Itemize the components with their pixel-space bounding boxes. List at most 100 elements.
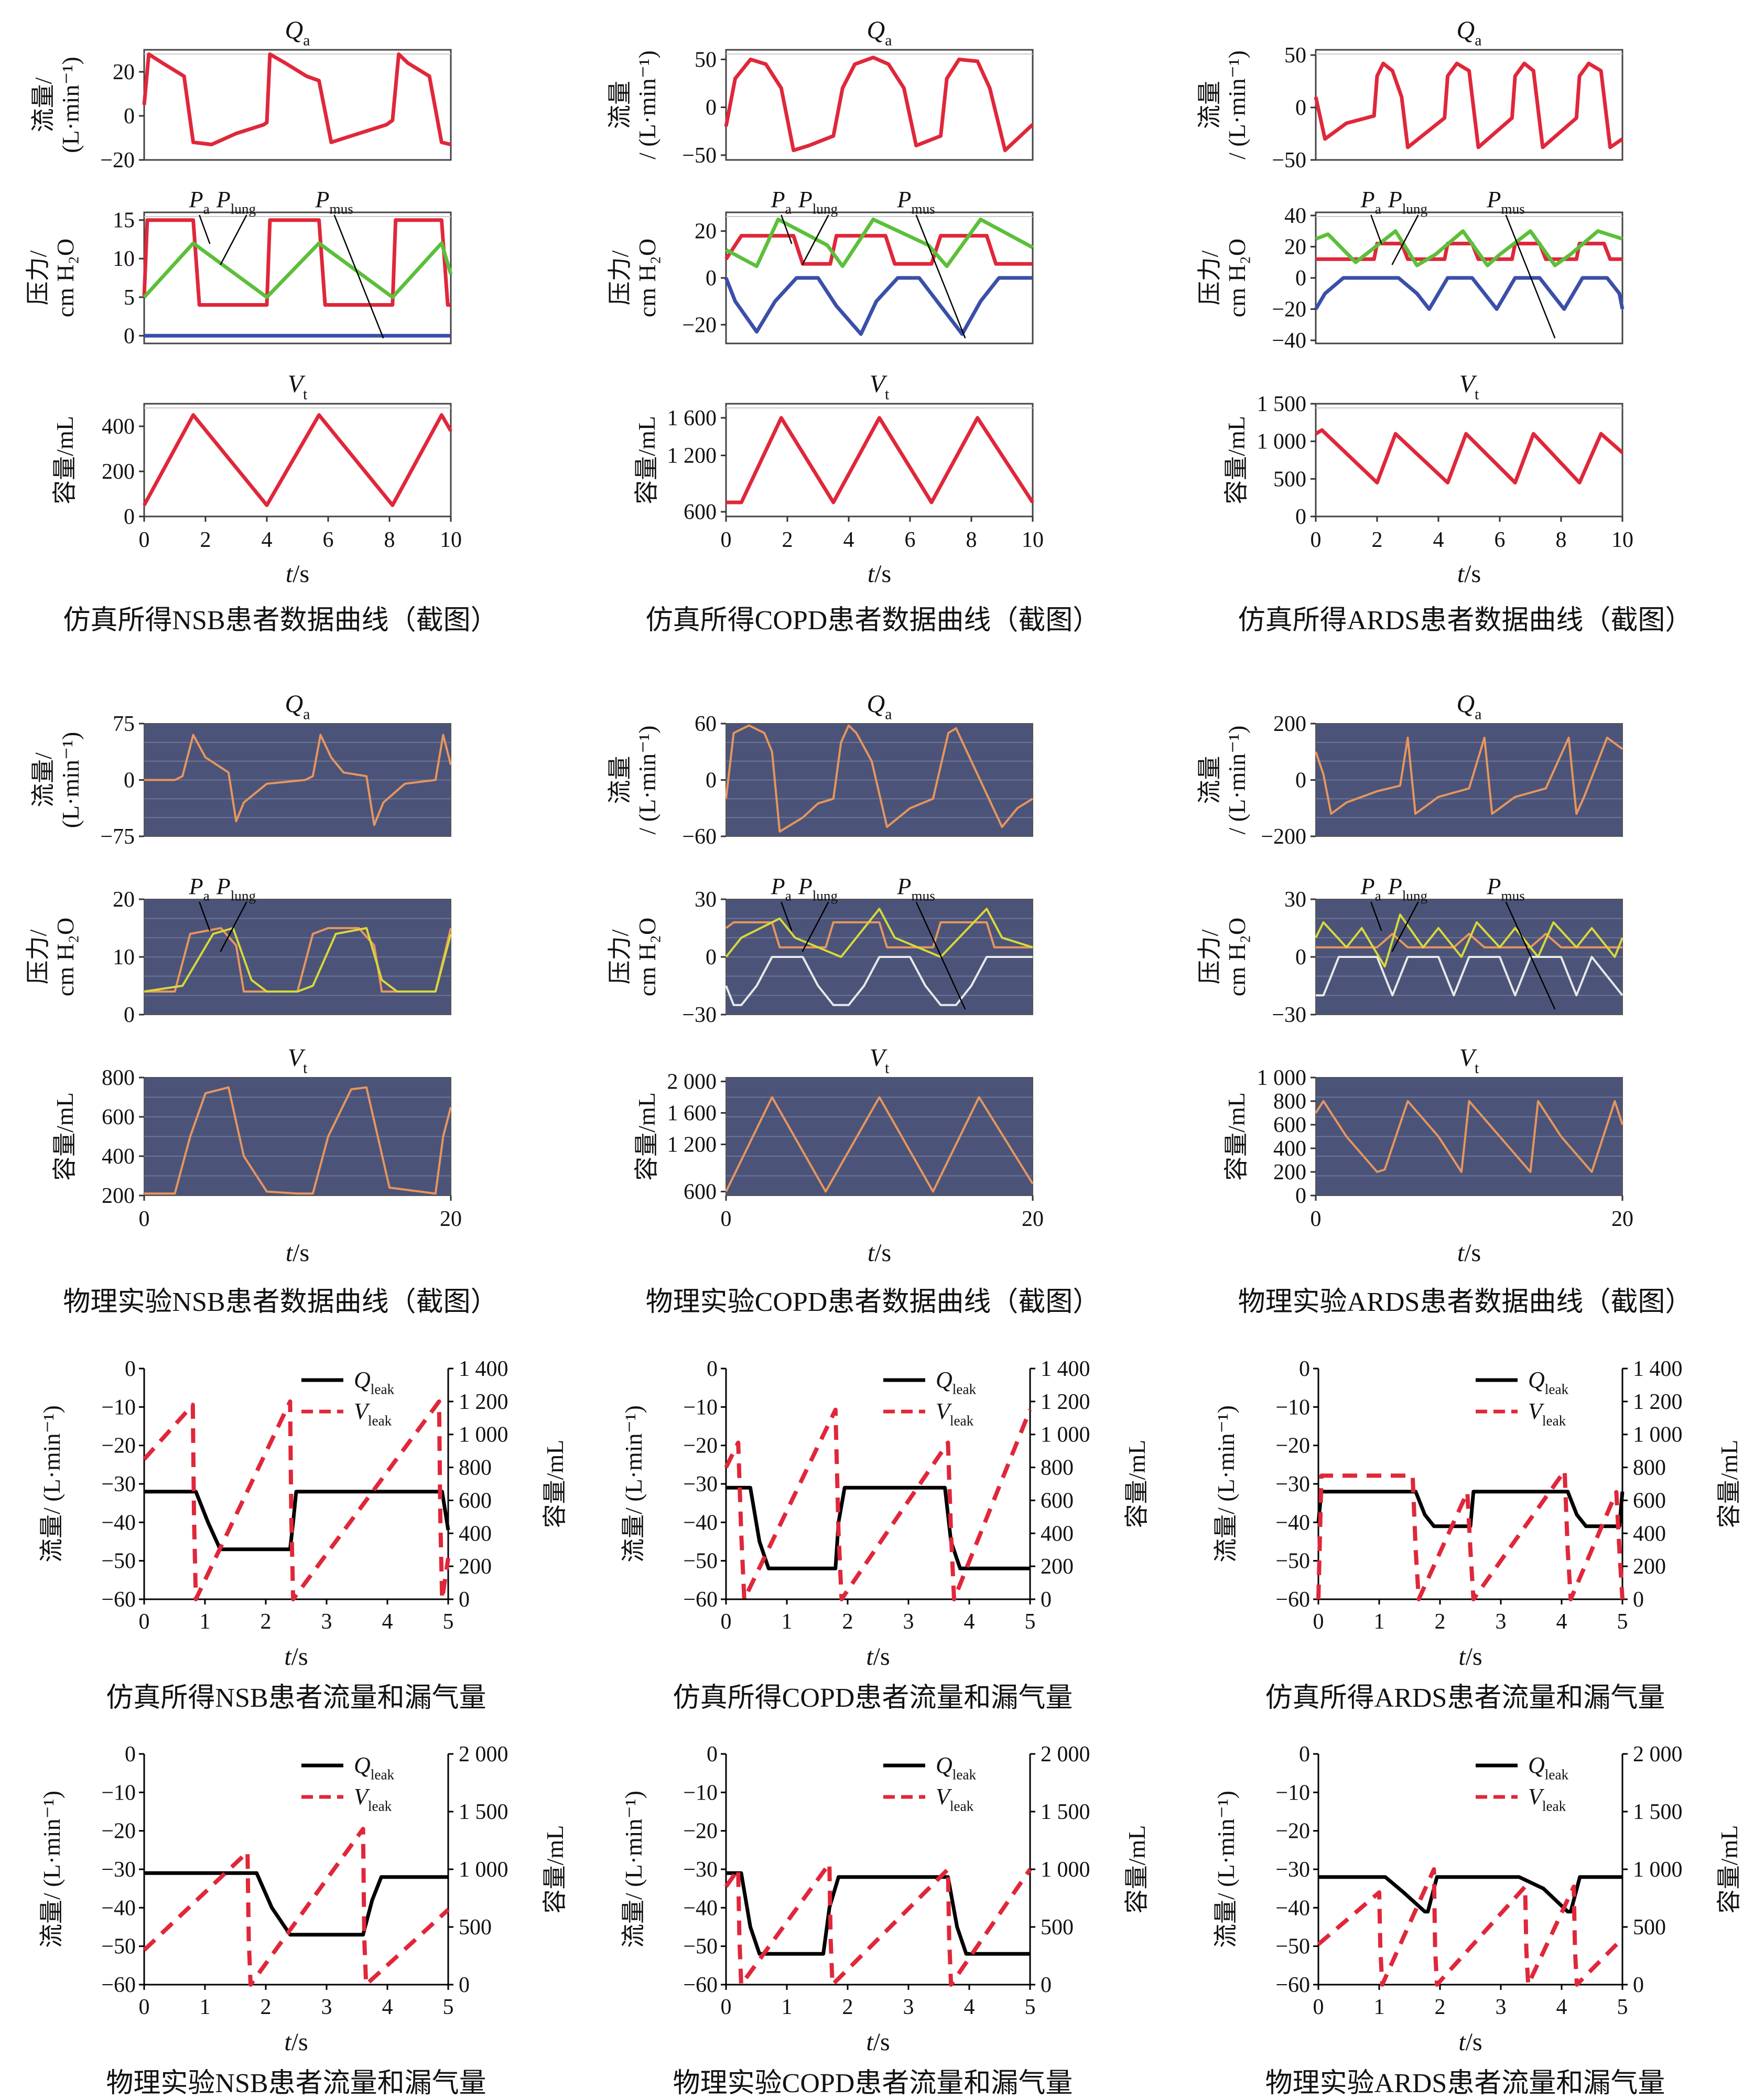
sim-COPD-panel: 20 0 −20 bbox=[682, 211, 1034, 344]
y2-tick-label: 1 000 bbox=[1633, 1423, 1683, 1447]
y-tick-label: 0 bbox=[707, 1357, 718, 1381]
flow-leak-label: 流量/ (L·min⁻¹) bbox=[38, 1405, 65, 1563]
sim-NSB-volume-label: 容量/mL bbox=[51, 416, 78, 504]
x-tick-label: 3 bbox=[1496, 1995, 1507, 2019]
sim-COPD-flow-label: 流量 / (L·min⁻¹) bbox=[607, 50, 661, 159]
x-tick-label: 0 bbox=[139, 1610, 150, 1634]
y-tick-label: 10 bbox=[113, 247, 135, 271]
legend-vleak-label: Vleak bbox=[936, 1784, 974, 1814]
y-tick-label: 0 bbox=[125, 1357, 136, 1381]
pa-annotation: Pa bbox=[189, 187, 210, 217]
y-tick-label: 0 bbox=[706, 945, 717, 970]
plung-annotation: Plung bbox=[216, 187, 256, 217]
panel-frame bbox=[143, 211, 452, 344]
caption-sim-ards: 仿真所得ARDS患者数据曲线（截图） bbox=[1238, 606, 1693, 636]
sim-NSB-panel: 20 0 −20 Qa bbox=[100, 16, 452, 173]
x-tick-label: 6 bbox=[905, 528, 916, 552]
y-tick-label: −20 bbox=[101, 1434, 136, 1458]
y2-tick-label: 400 bbox=[459, 1522, 492, 1546]
y-tick-label: −40 bbox=[101, 1896, 136, 1920]
pmus-arrow bbox=[915, 901, 966, 1010]
y2-tick-label: 1 200 bbox=[1633, 1390, 1683, 1414]
sim-NSB-panel: 15 10 5 0 bbox=[113, 209, 453, 348]
y-tick-label: 800 bbox=[102, 1066, 135, 1090]
time-label: t/s bbox=[1458, 1643, 1482, 1671]
y-tick-label: −30 bbox=[1275, 1472, 1310, 1496]
sim-COPD-flow-label-line: / (L·min⁻¹) bbox=[634, 50, 661, 159]
x-tick-label: 5 bbox=[443, 1610, 454, 1634]
x-tick-label: 1 bbox=[200, 1995, 211, 2019]
exp-NSB-panel: 75 0 −75 Qa bbox=[100, 690, 452, 849]
y-tick-label: 0 bbox=[1299, 1357, 1310, 1381]
exp-COPD-flow-label-line: / (L·min⁻¹) bbox=[634, 726, 661, 835]
x-tick-label: 20 bbox=[1611, 1207, 1633, 1231]
volume-leak-label-line: 容量/mL bbox=[1716, 1440, 1742, 1528]
exp-COPD-time-label: t/s bbox=[868, 1239, 891, 1267]
x-tick-label: 2 bbox=[782, 528, 793, 552]
exp-NSB-time-label: t/s bbox=[286, 1239, 309, 1267]
pa-arrow bbox=[1370, 901, 1382, 931]
y-tick-label: 0 bbox=[706, 769, 717, 793]
y-tick-label: −40 bbox=[1272, 329, 1306, 353]
pa-annotation: Pa bbox=[771, 187, 792, 217]
y2-tick-label: 800 bbox=[1633, 1456, 1666, 1480]
x-tick-label: 4 bbox=[1556, 1610, 1567, 1634]
series-qleak-line bbox=[1318, 1875, 1622, 1914]
y2-tick-label: 1 400 bbox=[1041, 1357, 1090, 1381]
time-label: t/s bbox=[866, 2028, 890, 2056]
y-tick-label: −60 bbox=[101, 1588, 136, 1612]
legend-qleak-label: Qleak bbox=[936, 1367, 977, 1397]
sim-ARDS-flow-label-line: 流量 bbox=[1196, 81, 1223, 129]
x-tick-label: 4 bbox=[262, 528, 273, 552]
exp-NSB-pressure-label-line: 压力/ bbox=[25, 929, 51, 984]
y-tick-label: −40 bbox=[1275, 1896, 1310, 1920]
series-qleak-line bbox=[726, 1871, 1030, 1956]
x-tick-label: 2 bbox=[261, 1995, 272, 2019]
y-tick-label: −30 bbox=[683, 1858, 718, 1882]
y-tick-label: 0 bbox=[124, 505, 135, 529]
flow-leak-label: 流量/ (L·min⁻¹) bbox=[38, 1791, 65, 1948]
pa-annotation: Pa bbox=[189, 874, 210, 903]
series-plung-line bbox=[1315, 229, 1623, 267]
y-tick-label: 400 bbox=[102, 415, 135, 439]
y2-tick-label: 500 bbox=[1041, 1915, 1074, 1940]
series-qleak-line bbox=[1316, 1490, 1625, 1528]
exp-NSB-panel: 20 10 0 bbox=[113, 888, 452, 1027]
x-tick-label: 0 bbox=[139, 1207, 150, 1231]
pmus-arrow bbox=[1505, 901, 1556, 1010]
series-vleak-line bbox=[724, 1407, 1032, 1601]
caption-expleak-ards: 物理实验ARDS患者流量和漏气量 bbox=[1265, 2069, 1665, 2098]
y-tick-label: −60 bbox=[683, 1588, 718, 1612]
sim-ARDS-volume-label-line: 容量/mL bbox=[1223, 416, 1250, 504]
series-vleak-line bbox=[1316, 1468, 1625, 1601]
time-label: t/s bbox=[1458, 2028, 1482, 2056]
exp-COPD-pressure-label-line: 压力/ bbox=[607, 929, 633, 984]
sim-NSB-panel: 400 200 00 2 4 6 8 10 Vt bbox=[102, 370, 462, 552]
series-pmus-line bbox=[1316, 956, 1623, 997]
series-qa-line bbox=[1314, 61, 1623, 149]
series-vleak-line bbox=[724, 1861, 1032, 1987]
y-tick-label: −30 bbox=[683, 1472, 718, 1496]
series-qa-line bbox=[142, 52, 451, 147]
y2-tick-label: 0 bbox=[1041, 1973, 1052, 1997]
exp-COPD-pressure-label-line: cm H₂O bbox=[634, 918, 661, 996]
exp-ARDS-time-label: t/s bbox=[1457, 1239, 1481, 1267]
captions-layer: 仿真所得NSB患者数据曲线（截图） 仿真所得COPD患者数据曲线（截图） 仿真所… bbox=[63, 606, 1692, 2098]
panel-frame bbox=[143, 403, 452, 518]
caption-simleak-ards: 仿真所得ARDS患者流量和漏气量 bbox=[1265, 1683, 1665, 1713]
y2-tick-label: 800 bbox=[1041, 1456, 1074, 1480]
y-tick-label: 800 bbox=[1273, 1090, 1306, 1114]
panel-title: Qa bbox=[867, 690, 892, 723]
series-pa-line bbox=[144, 927, 452, 993]
y-tick-label: −50 bbox=[683, 1549, 718, 1574]
y2-tick-label: 500 bbox=[1633, 1915, 1666, 1940]
caption-simleak-nsb: 仿真所得NSB患者流量和漏气量 bbox=[106, 1683, 486, 1713]
x-tick-label: 0 bbox=[139, 1995, 150, 2019]
y-tick-label: 0 bbox=[1295, 505, 1306, 529]
series-plung-line bbox=[725, 217, 1034, 268]
legend-qleak-label: Qleak bbox=[354, 1367, 395, 1397]
x-tick-label: 0 bbox=[1313, 1610, 1324, 1634]
flow-leak-label-line: 流量/ (L·min⁻¹) bbox=[38, 1405, 65, 1563]
